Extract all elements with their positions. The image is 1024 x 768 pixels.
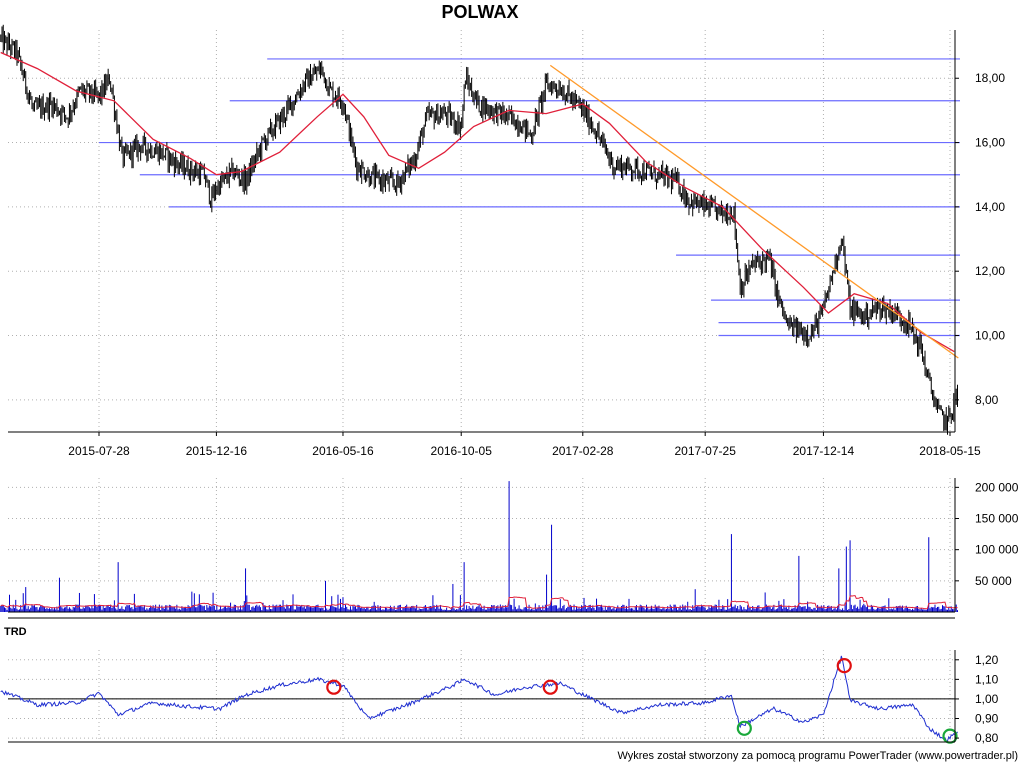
volume-tick-label: 200 000 [975, 480, 1019, 494]
x-tick-label: 2017-02-28 [552, 444, 614, 458]
labels-layer: 2015-07-28 2015-12-16 2016-05-16 2016-10-05… [68, 71, 1018, 745]
trendline [549, 64, 959, 359]
price-layer [0, 24, 959, 435]
trd-tick-label: 0,80 [975, 731, 999, 745]
red-signal-marker [326, 679, 342, 695]
axes-layer [8, 30, 959, 743]
y-tick-label: 16,00 [975, 136, 1005, 150]
y-tick-label: 12,00 [975, 264, 1005, 278]
trd-tick-label: 0,90 [975, 712, 999, 726]
chart-title: POLWAX [441, 2, 519, 22]
volume-moving-average [0, 595, 958, 610]
moving-average-line [0, 51, 955, 353]
red-signal-marker [836, 658, 852, 674]
x-tick-label: 2017-12-14 [793, 444, 855, 458]
grid-layer [8, 30, 955, 742]
x-tick-label: 2015-07-28 [68, 444, 130, 458]
x-tick-label: 2018-05-15 [919, 444, 981, 458]
trd-tick-label: 1,20 [975, 653, 999, 667]
red-signal-marker [542, 679, 558, 695]
trd-tick-label: 1,10 [975, 672, 999, 686]
x-tick-label: 2016-10-05 [431, 444, 493, 458]
volume-tick-label: 100 000 [975, 543, 1019, 557]
y-tick-label: 14,00 [975, 200, 1005, 214]
y-tick-label: 18,00 [975, 71, 1005, 85]
footer-credit: Wykres został stworzony za pomocą progra… [617, 750, 1018, 762]
trd-panel-label: TRD [4, 626, 27, 638]
volume-tick-label: 150 000 [975, 512, 1019, 526]
green-signal-marker [736, 720, 752, 736]
volume-layer [0, 481, 958, 612]
trd-line [0, 655, 958, 742]
x-tick-label: 2017-07-25 [674, 444, 736, 458]
levels-layer [99, 58, 960, 337]
trd-layer [0, 655, 958, 744]
y-tick-label: 8,00 [975, 393, 999, 407]
green-signal-marker [942, 728, 958, 744]
volume-tick-label: 50 000 [975, 574, 1012, 588]
x-tick-label: 2016-05-16 [312, 444, 374, 458]
x-tick-label: 2015-12-16 [186, 444, 248, 458]
trd-tick-label: 1,00 [975, 692, 999, 706]
y-tick-label: 10,00 [975, 329, 1005, 343]
